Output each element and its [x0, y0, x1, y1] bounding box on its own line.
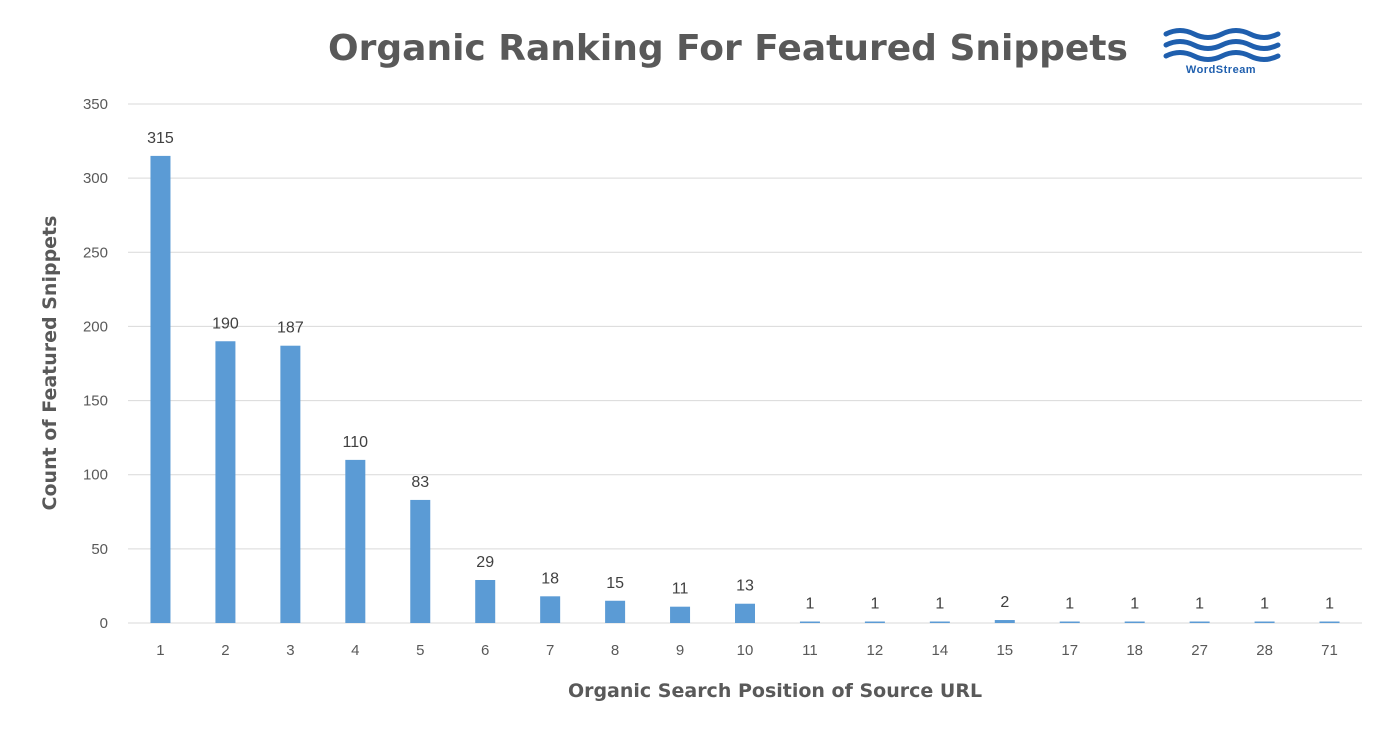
chart-title: Organic Ranking For Featured Snippets: [328, 28, 1128, 69]
bar: [280, 345, 301, 623]
bar: [864, 621, 885, 624]
x-tick-label: 4: [351, 642, 359, 659]
data-label: 11: [672, 581, 689, 598]
x-tick-label: 12: [867, 642, 884, 659]
x-tick-label: 10: [737, 642, 754, 659]
x-tick-label: 7: [546, 642, 554, 659]
data-label: 1: [1065, 596, 1074, 613]
data-label: 1: [1195, 596, 1204, 613]
bar: [410, 499, 431, 623]
wave-line: [1163, 50, 1281, 62]
wave-icon: [1163, 28, 1281, 62]
data-label: 2: [1000, 594, 1009, 611]
bar: [1319, 621, 1340, 624]
x-tick-label: 1: [156, 642, 164, 659]
bar: [475, 579, 496, 623]
bar: [1059, 621, 1080, 624]
x-tick-label: 27: [1191, 642, 1208, 659]
bars: [150, 155, 1340, 624]
gridlines: [128, 103, 1362, 624]
wave-line: [1163, 28, 1281, 40]
y-tick-label: 50: [91, 541, 108, 558]
data-label: 190: [212, 315, 239, 332]
bar: [670, 606, 691, 623]
bar: [1254, 621, 1275, 624]
y-tick-label: 200: [83, 318, 108, 335]
y-axis-ticks: 0 50 100 150 200 250 300 350: [83, 96, 108, 632]
bar: [150, 155, 171, 623]
bar: [605, 600, 626, 623]
data-label: 13: [736, 578, 754, 595]
data-label: 1: [1130, 596, 1139, 613]
bar: [1189, 621, 1210, 624]
bar: [215, 341, 236, 623]
bar: [345, 459, 366, 623]
x-tick-label: 28: [1256, 642, 1273, 659]
data-label: 15: [606, 575, 624, 592]
data-label: 83: [411, 474, 429, 491]
data-label: 110: [343, 434, 369, 451]
wave-line: [1163, 39, 1281, 51]
data-label: 1: [1325, 596, 1334, 613]
data-label: 29: [476, 554, 494, 571]
y-tick-label: 150: [83, 393, 108, 410]
bar: [929, 621, 950, 624]
x-tick-label: 5: [416, 642, 424, 659]
data-label: 187: [277, 320, 304, 337]
y-tick-label: 350: [83, 96, 108, 113]
bar: [735, 603, 755, 623]
y-axis-title: Count of Featured Snippets: [39, 216, 61, 511]
x-tick-label: 9: [676, 642, 684, 659]
y-tick-label: 100: [83, 467, 108, 484]
data-label: 18: [541, 570, 559, 587]
bar: [994, 620, 1015, 623]
data-label: 1: [935, 596, 944, 613]
x-axis-title: Organic Search Position of Source URL: [568, 680, 982, 702]
y-tick-label: 0: [100, 615, 108, 632]
data-label: 1: [870, 596, 879, 613]
y-tick-label: 250: [83, 244, 108, 261]
bar: [1124, 621, 1145, 624]
x-tick-label: 17: [1061, 642, 1078, 659]
y-tick-label: 300: [83, 170, 108, 187]
x-tick-label: 2: [221, 642, 229, 659]
logo-text: WordStream: [1186, 64, 1256, 76]
x-tick-label: 18: [1126, 642, 1143, 659]
x-tick-label: 8: [611, 642, 619, 659]
data-label: 1: [1260, 596, 1269, 613]
x-tick-label: 11: [802, 642, 818, 659]
x-tick-label: 14: [931, 642, 948, 659]
x-tick-label: 6: [481, 642, 489, 659]
data-label: 315: [147, 130, 174, 147]
wordstream-logo: WordStream: [1163, 28, 1281, 76]
x-tick-label: 15: [996, 642, 1013, 659]
bar: [799, 621, 820, 624]
x-tick-label: 3: [286, 642, 294, 659]
data-label: 1: [805, 596, 814, 613]
x-axis-ticks: 1 2 3 4 5 6 7 8 9 10 11 12 14 15 17 18 27 28 71: [156, 642, 1338, 659]
x-tick-label: 71: [1321, 642, 1338, 659]
bar: [540, 596, 561, 623]
